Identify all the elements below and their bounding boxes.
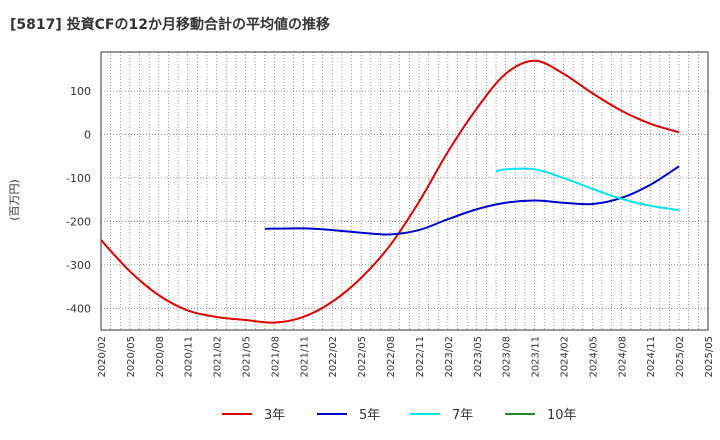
legend-item: 10年 bbox=[505, 408, 577, 423]
x-tick-label: 2021/11 bbox=[299, 336, 310, 378]
legend-label: 5年 bbox=[359, 408, 380, 423]
x-tick-label: 2023/05 bbox=[473, 336, 484, 378]
y-axis-label: (百万円) bbox=[8, 179, 21, 221]
x-tick-label: 2025/05 bbox=[704, 336, 715, 378]
x-tick-label: 2023/11 bbox=[531, 336, 542, 378]
plot-frame bbox=[100, 51, 709, 331]
y-tick-label: -400 bbox=[66, 302, 91, 315]
x-tick-label: 2021/05 bbox=[242, 336, 253, 378]
x-tick-label: 2023/08 bbox=[502, 336, 513, 378]
x-tick-label: 2020/08 bbox=[155, 336, 166, 378]
y-tick-label: 0 bbox=[84, 129, 91, 142]
legend-label: 10年 bbox=[547, 408, 577, 423]
x-tick-label: 2022/02 bbox=[328, 336, 339, 378]
grid-lines bbox=[101, 90, 708, 309]
x-tick-label: 2022/11 bbox=[415, 336, 426, 378]
x-tick-label: 2022/08 bbox=[386, 336, 397, 378]
series-line-2 bbox=[495, 167, 680, 212]
series-line-1 bbox=[264, 165, 680, 236]
x-grid-lines bbox=[110, 52, 699, 330]
legend-item: 7年 bbox=[410, 408, 473, 423]
x-tick-label: 2020/05 bbox=[126, 336, 137, 378]
x-tick-label: 2024/05 bbox=[588, 336, 599, 378]
y-tick-label: -300 bbox=[66, 259, 91, 272]
x-tick-label: 2020/02 bbox=[97, 336, 108, 378]
x-tick-label: 2024/11 bbox=[646, 336, 657, 378]
x-tick-label: 2023/02 bbox=[444, 336, 455, 378]
y-tick-label: -100 bbox=[66, 172, 91, 185]
y-tick-label: -200 bbox=[66, 215, 91, 228]
series-line-0 bbox=[100, 59, 680, 324]
x-tick-label: 2021/08 bbox=[270, 336, 281, 378]
y-tick-label: 100 bbox=[70, 85, 91, 98]
x-tick-label: 2024/08 bbox=[617, 336, 628, 378]
legend-item: 3年 bbox=[222, 408, 285, 423]
legend-item: 5年 bbox=[317, 408, 380, 423]
chart-title: [5817] 投資CFの12か月移動合計の平均値の推移 bbox=[10, 17, 330, 33]
x-tick-label: 2025/02 bbox=[675, 336, 686, 378]
x-tick-label: 2022/05 bbox=[357, 336, 368, 378]
x-tick-labels: 2020/02 2020/05 2020/08 2020/11 2021/02 2021/… bbox=[97, 336, 715, 378]
series-lines bbox=[100, 59, 680, 324]
legend: 3年 5年 7年 10年 bbox=[222, 408, 577, 423]
x-tick-label: 2021/02 bbox=[213, 336, 224, 378]
legend-label: 3年 bbox=[264, 408, 285, 423]
legend-label: 7年 bbox=[452, 408, 473, 423]
x-tick-label: 2024/02 bbox=[559, 336, 570, 378]
y-tick-labels: 100 0 -100 -200 -300 -400 bbox=[66, 85, 91, 315]
x-tick-label: 2020/11 bbox=[184, 336, 195, 378]
